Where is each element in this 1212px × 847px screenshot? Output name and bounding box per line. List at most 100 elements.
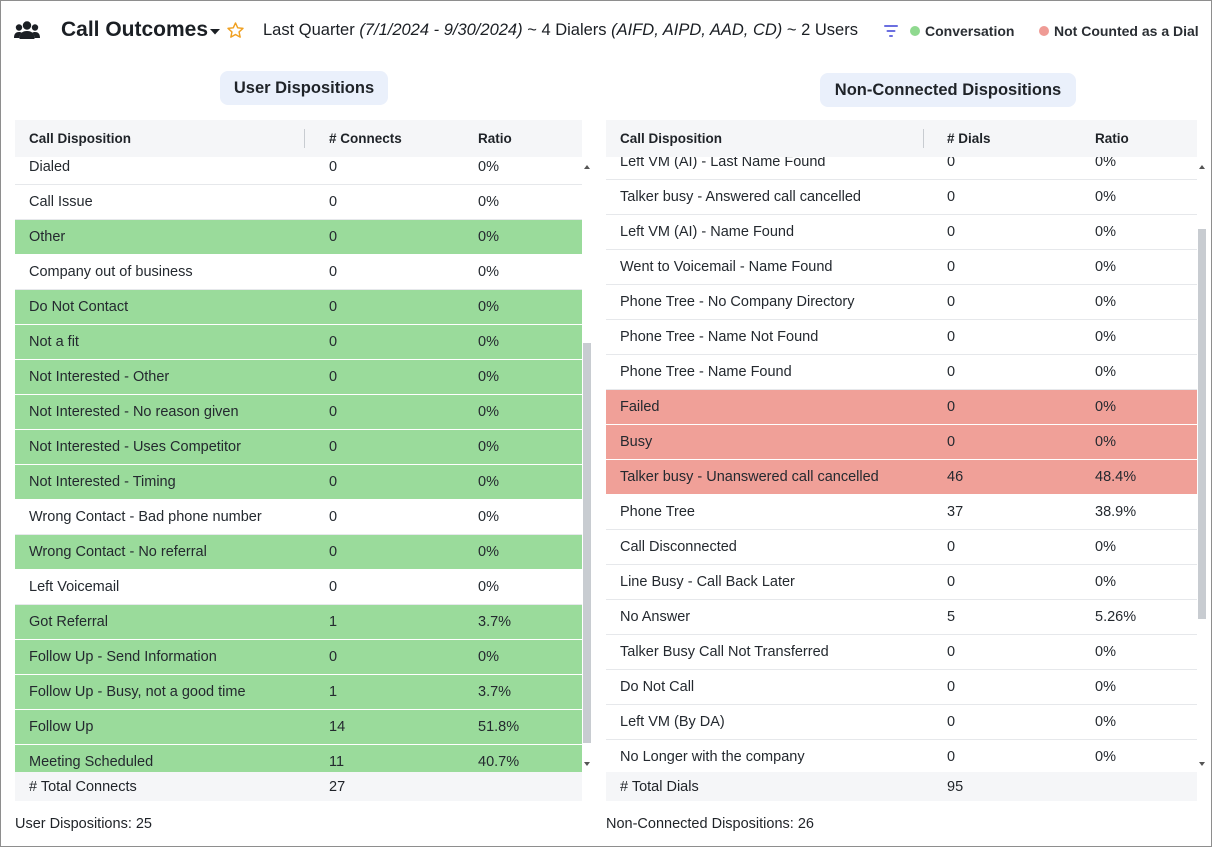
- column-header-ratio[interactable]: Ratio: [478, 131, 512, 146]
- ratio-cell: 0%: [1095, 749, 1116, 765]
- table-row[interactable]: Left VM (AI) - Last Name Found 0 0%: [606, 157, 1197, 180]
- table-row[interactable]: Not a fit 0 0%: [15, 325, 582, 360]
- disposition-cell: Left VM (AI) - Name Found: [620, 224, 795, 240]
- section-title-user-dispositions: User Dispositions: [220, 71, 388, 105]
- table-row[interactable]: Talker Busy Call Not Transferred 0 0%: [606, 635, 1197, 670]
- disposition-cell: Phone Tree: [620, 504, 695, 520]
- disposition-cell: Left VM (AI) - Last Name Found: [620, 157, 826, 170]
- count-cell: 0: [947, 189, 956, 205]
- table-row[interactable]: Talker busy - Unanswered call cancelled 4…: [606, 460, 1197, 495]
- total-label: # Total Connects: [29, 779, 137, 795]
- count-cell: 0: [329, 299, 338, 315]
- scroll-up-icon[interactable]: [583, 163, 591, 171]
- table-row[interactable]: Not Interested - Other 0 0%: [15, 360, 582, 395]
- total-label: # Total Dials: [620, 779, 699, 795]
- table-row[interactable]: Left VM (AI) - Name Found 0 0%: [606, 215, 1197, 250]
- table-row[interactable]: Phone Tree - Name Not Found 0 0%: [606, 320, 1197, 355]
- filter-icon[interactable]: [883, 24, 899, 38]
- filter-summary[interactable]: Last Quarter (7/1/2024 - 9/30/2024) ~ 4 …: [263, 21, 858, 40]
- table-row[interactable]: Phone Tree - Name Found 0 0%: [606, 355, 1197, 390]
- dialers-label: 4 Dialers: [541, 21, 607, 39]
- ratio-cell: 0%: [478, 264, 499, 280]
- ratio-cell: 0%: [478, 404, 499, 420]
- ratio-cell: 38.9%: [1095, 504, 1137, 520]
- count-cell: 46: [947, 469, 964, 485]
- table-row[interactable]: Failed 0 0%: [606, 390, 1197, 425]
- table-row[interactable]: Do Not Contact 0 0%: [15, 290, 582, 325]
- ratio-cell: 0%: [478, 509, 499, 525]
- scrollbar[interactable]: [582, 157, 592, 772]
- disposition-cell: Went to Voicemail - Name Found: [620, 259, 833, 275]
- ratio-cell: 0%: [478, 369, 499, 385]
- scroll-down-icon[interactable]: [583, 760, 591, 768]
- table-row[interactable]: Dialed 0 0%: [15, 157, 582, 185]
- table-row[interactable]: Follow Up - Send Information 0 0%: [15, 640, 582, 675]
- ratio-cell: 0%: [1095, 224, 1116, 240]
- table-row[interactable]: Do Not Call 0 0%: [606, 670, 1197, 705]
- table-row[interactable]: Phone Tree 37 38.9%: [606, 495, 1197, 530]
- star-icon[interactable]: [226, 21, 245, 40]
- table-row[interactable]: Not Interested - Timing 0 0%: [15, 465, 582, 500]
- column-header-ratio[interactable]: Ratio: [1095, 131, 1129, 146]
- count-cell: 14: [329, 719, 346, 735]
- disposition-cell: Follow Up: [29, 719, 94, 735]
- count-cell: 0: [947, 157, 956, 170]
- count-cell: 0: [947, 329, 956, 345]
- table-row[interactable]: Got Referral 1 3.7%: [15, 605, 582, 640]
- column-divider[interactable]: [923, 129, 924, 148]
- table-row[interactable]: Talker busy - Answered call cancelled 0 0%: [606, 180, 1197, 215]
- table-row[interactable]: Phone Tree - No Company Directory 0 0%: [606, 285, 1197, 320]
- table-row[interactable]: Not Interested - No reason given 0 0%: [15, 395, 582, 430]
- column-divider[interactable]: [304, 129, 305, 148]
- ratio-cell: 0%: [1095, 364, 1116, 380]
- count-cell: 0: [329, 334, 338, 350]
- column-header-connects[interactable]: # Connects: [329, 131, 402, 146]
- table-row[interactable]: Left VM (By DA) 0 0%: [606, 705, 1197, 740]
- table-row[interactable]: Call Issue 0 0%: [15, 185, 582, 220]
- table-row[interactable]: Meeting Scheduled 11 40.7%: [15, 745, 582, 772]
- count-cell: 0: [947, 749, 956, 765]
- disposition-cell: Phone Tree - No Company Directory: [620, 294, 855, 310]
- scrollbar-thumb[interactable]: [1198, 229, 1206, 619]
- count-cell: 0: [947, 224, 956, 240]
- table-row[interactable]: Busy 0 0%: [606, 425, 1197, 460]
- ratio-cell: 0%: [478, 194, 499, 210]
- ratio-cell: 0%: [478, 229, 499, 245]
- column-header-dials[interactable]: # Dials: [947, 131, 991, 146]
- table-row[interactable]: Wrong Contact - No referral 0 0%: [15, 535, 582, 570]
- table-row[interactable]: Follow Up 14 51.8%: [15, 710, 582, 745]
- disposition-cell: Dialed: [29, 159, 71, 175]
- section-title-non-connected-dispositions: Non-Connected Dispositions: [820, 73, 1076, 107]
- table-row[interactable]: Line Busy - Call Back Later 0 0%: [606, 565, 1197, 600]
- table-row[interactable]: No Answer 5 5.26%: [606, 600, 1197, 635]
- table-row[interactable]: Other 0 0%: [15, 220, 582, 255]
- scrollbar-thumb[interactable]: [583, 343, 591, 743]
- table-row[interactable]: Company out of business 0 0%: [15, 255, 582, 290]
- disposition-cell: Follow Up - Busy, not a good time: [29, 684, 246, 700]
- table-row[interactable]: Wrong Contact - Bad phone number 0 0%: [15, 500, 582, 535]
- count-cell: 0: [947, 539, 956, 555]
- table-row[interactable]: Not Interested - Uses Competitor 0 0%: [15, 430, 582, 465]
- disposition-cell: No Answer: [620, 609, 691, 625]
- disposition-cell: Do Not Contact: [29, 299, 129, 315]
- count-cell: 0: [329, 474, 338, 490]
- total-dials-row: # Total Dials 95: [606, 772, 1197, 801]
- ratio-cell: 0%: [478, 649, 499, 665]
- table-row[interactable]: Call Disconnected 0 0%: [606, 530, 1197, 565]
- scroll-up-icon[interactable]: [1198, 163, 1206, 171]
- scroll-down-icon[interactable]: [1198, 760, 1206, 768]
- table-row[interactable]: No Longer with the company 0 0%: [606, 740, 1197, 772]
- table-row[interactable]: Went to Voicemail - Name Found 0 0%: [606, 250, 1197, 285]
- caret-down-icon[interactable]: [209, 28, 221, 36]
- ratio-cell: 0%: [1095, 329, 1116, 345]
- table-row[interactable]: Follow Up - Busy, not a good time 1 3.7%: [15, 675, 582, 710]
- scrollbar[interactable]: [1197, 157, 1207, 772]
- disposition-cell: Not Interested - No reason given: [29, 404, 239, 420]
- column-header-disposition[interactable]: Call Disposition: [29, 131, 132, 146]
- column-header-disposition[interactable]: Call Disposition: [620, 131, 723, 146]
- table-row[interactable]: Left Voicemail 0 0%: [15, 570, 582, 605]
- ratio-cell: 0%: [1095, 294, 1116, 310]
- ratio-cell: 3.7%: [478, 614, 512, 630]
- count-cell: 0: [947, 434, 956, 450]
- disposition-cell: Company out of business: [29, 264, 193, 280]
